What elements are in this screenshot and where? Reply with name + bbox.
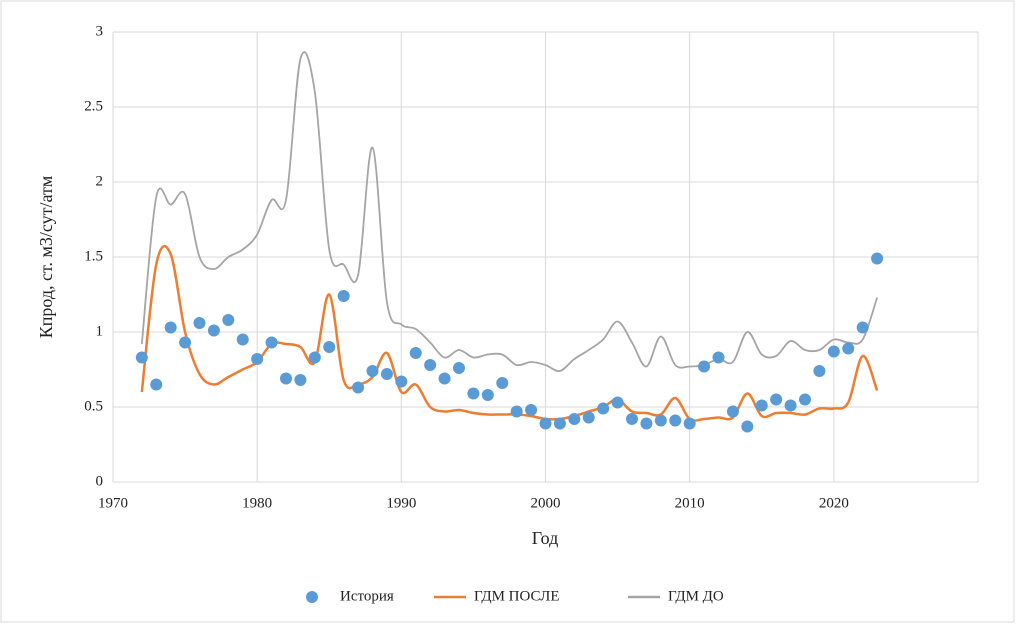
data-point — [438, 372, 451, 385]
x-tick-label: 1970 — [98, 495, 128, 511]
data-point — [698, 360, 711, 373]
legend-marker — [306, 591, 318, 603]
y-tick-label: 1.5 — [84, 248, 103, 264]
data-point — [366, 365, 379, 377]
data-point — [265, 336, 278, 349]
data-point — [323, 341, 336, 353]
x-tick-label: 2020 — [819, 495, 849, 511]
y-tick-label: 2 — [96, 173, 104, 189]
data-point — [496, 377, 509, 389]
data-point — [597, 402, 610, 415]
data-point — [164, 321, 177, 334]
data-point — [539, 417, 552, 430]
data-point — [380, 368, 393, 380]
data-point — [568, 413, 581, 425]
data-point — [726, 405, 739, 418]
data-point — [481, 389, 494, 401]
data-point — [236, 333, 249, 346]
data-point — [856, 321, 869, 334]
legend-label: История — [340, 588, 394, 604]
x-tick-label: 1990 — [386, 495, 416, 511]
data-point — [626, 413, 638, 425]
data-point — [525, 404, 538, 416]
data-point — [467, 387, 480, 400]
data-point — [280, 372, 292, 385]
data-point — [395, 375, 408, 388]
data-point — [784, 399, 797, 412]
data-point — [553, 417, 566, 430]
data-point — [222, 314, 235, 326]
data-point — [813, 365, 826, 377]
data-point — [150, 378, 163, 391]
data-point — [453, 362, 465, 374]
data-point — [712, 351, 725, 364]
x-tick-label: 1980 — [242, 495, 272, 511]
data-point — [654, 414, 667, 427]
data-point — [871, 252, 884, 265]
data-point — [582, 411, 595, 424]
data-point — [669, 414, 682, 427]
data-point — [308, 351, 321, 364]
y-tick-label: 2.5 — [84, 98, 103, 114]
data-point — [135, 351, 148, 364]
data-point — [337, 290, 350, 302]
data-point — [510, 405, 523, 418]
data-point — [352, 381, 365, 394]
data-line — [140, 51, 878, 372]
legend-label: ГДМ ПОСЛЕ — [474, 588, 560, 604]
data-point — [193, 317, 206, 329]
data-point — [741, 420, 754, 433]
y-axis-label: Кпрод, ст. м3/сут/атм — [36, 176, 56, 339]
data-point — [827, 345, 840, 358]
x-tick-label: 2010 — [675, 495, 705, 511]
data-point — [799, 393, 811, 406]
data-point — [611, 396, 624, 409]
y-tick-label: 3 — [96, 23, 104, 39]
data-point — [683, 417, 696, 430]
y-tick-label: 0 — [96, 473, 104, 489]
data-point — [294, 374, 307, 386]
data-point — [409, 347, 422, 359]
data-point — [755, 399, 768, 412]
data-point — [842, 342, 855, 355]
data-point — [424, 359, 437, 371]
data-point — [640, 417, 653, 430]
data-point — [179, 336, 192, 349]
y-tick-label: 0.5 — [84, 398, 103, 414]
data-point — [770, 393, 783, 406]
data-point — [251, 353, 264, 365]
x-tick-label: 2000 — [531, 495, 561, 511]
data-point — [207, 324, 220, 337]
y-tick-label: 1 — [96, 323, 104, 339]
x-axis-label: Год — [532, 528, 558, 548]
legend-label: ГДМ ДО — [668, 588, 724, 604]
